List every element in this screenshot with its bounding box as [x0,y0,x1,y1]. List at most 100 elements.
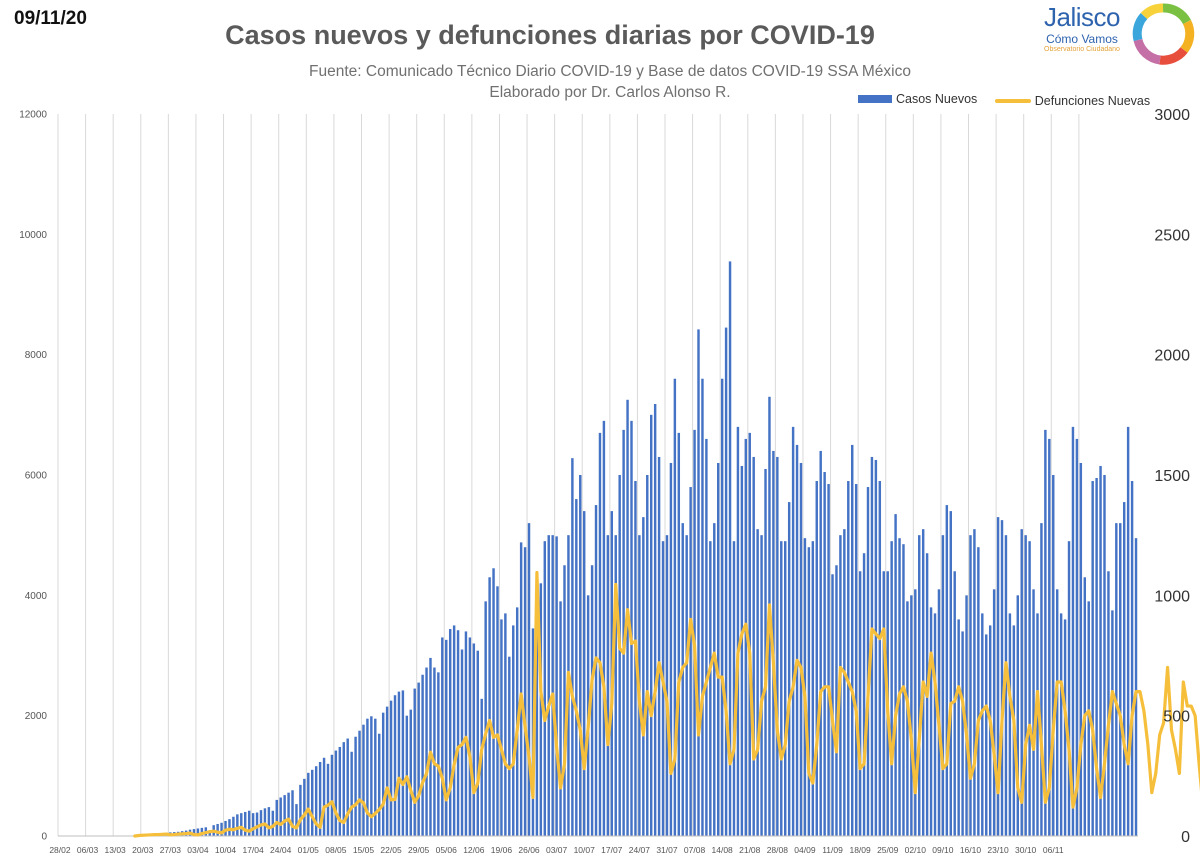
bar-casos-nuevos [417,682,420,836]
bar-casos-nuevos [224,820,227,836]
bar-casos-nuevos [488,577,491,836]
bar-casos-nuevos [720,378,724,836]
bar-casos-nuevos [1119,523,1122,836]
bar-casos-nuevos [673,378,677,836]
bar-casos-nuevos [1048,438,1051,836]
bar-casos-nuevos [247,810,251,836]
bar-casos-nuevos [492,568,495,836]
bar-casos-nuevos [965,595,968,836]
bar-casos-nuevos [338,746,342,836]
bar-casos-nuevos [1126,426,1130,836]
bar-casos-nuevos [346,738,349,836]
bar-casos-nuevos [701,378,704,836]
bar-casos-nuevos [910,595,913,836]
bar-casos-nuevos [295,804,298,836]
x-tick-label: 27/03 [160,845,182,855]
chart-legend: Casos Nuevos Defunciones Nuevas [858,92,1164,108]
bar-casos-nuevos [874,459,878,836]
bar-casos-nuevos [1016,595,1019,836]
bar-casos-nuevos [1000,520,1004,837]
bar-casos-nuevos [851,444,854,836]
bar-casos-nuevos [322,757,326,836]
y-right-tick-label: 1000 [1154,588,1190,605]
bar-casos-nuevos [1020,529,1023,836]
bar-casos-nuevos [543,541,547,836]
x-tick-label: 24/07 [629,845,651,855]
x-tick-label: 23/10 [987,845,1009,855]
bar-casos-nuevos [933,613,937,836]
bar-casos-nuevos [929,607,933,836]
bar-casos-nuevos [433,667,436,836]
bar-casos-nuevos [831,574,834,836]
bar-casos-nuevos [1099,465,1102,836]
bar-casos-nuevos [476,650,479,836]
bar-casos-nuevos [251,813,255,836]
bar-casos-nuevos [425,667,428,836]
bar-casos-nuevos [263,808,267,836]
bar-casos-nuevos [437,672,440,836]
bar-casos-nuevos [303,778,306,836]
bar-casos-nuevos [878,481,882,836]
bar-casos-nuevos [551,535,554,836]
bar-casos-nuevos [858,571,862,836]
bar-casos-nuevos [350,751,353,836]
x-tick-label: 08/05 [325,845,347,855]
bar-casos-nuevos [255,812,259,836]
x-tick-label: 28/02 [49,845,71,855]
bar-casos-nuevos [385,706,389,836]
y-left-tick-label: 10000 [19,230,47,241]
bar-casos-nuevos [413,688,416,836]
bar-casos-nuevos [665,535,669,836]
bar-casos-nuevos [590,565,594,836]
x-tick-label: 03/04 [187,845,209,855]
x-tick-label: 06/11 [1043,845,1064,855]
bar-casos-nuevos [898,538,901,836]
bar-casos-nuevos [559,601,562,836]
bar-casos-nuevos [318,762,322,836]
bar-casos-nuevos [827,484,830,836]
bar-casos-nuevos [957,619,960,836]
bar-casos-nuevos [760,535,763,836]
x-tick-label: 05/06 [436,845,458,855]
chart-title: Casos nuevos y defunciones diarias por C… [225,20,875,50]
bar-casos-nuevos [693,429,696,837]
bar-casos-nuevos [393,695,397,836]
bar-casos-nuevos [512,625,515,836]
y-left-tick-label: 6000 [25,471,48,482]
bar-casos-nuevos [452,625,456,836]
bar-casos-nuevos [334,750,338,836]
y-right-tick-label: 2500 [1154,227,1190,244]
bar-casos-nuevos [630,420,633,836]
bar-casos-nuevos [894,514,897,836]
x-tick-label: 04/09 [794,845,816,855]
bar-casos-nuevos [468,637,472,836]
bar-casos-nuevos [709,541,712,836]
bar-casos-nuevos [480,698,483,836]
x-tick-label: 25/09 [877,845,899,855]
bar-casos-nuevos [1008,613,1012,836]
bar-casos-nuevos [606,535,610,836]
bar-casos-nuevos [717,462,720,836]
bar-casos-nuevos [914,589,917,836]
bar-casos-nuevos [378,733,381,836]
bar-casos-nuevos [649,414,653,836]
bar-casos-nuevos [823,471,826,836]
legend-item-casos: Casos Nuevos [858,92,977,106]
bar-casos-nuevos [1044,429,1047,837]
bar-casos-nuevos [906,601,909,836]
bar-casos-nuevos [996,517,1000,836]
logo-text-observatorio: Observatorio Ciudadano [1044,46,1120,53]
bar-casos-nuevos [563,565,566,836]
bar-casos-nuevos [1083,577,1087,836]
x-tick-label: 21/08 [739,845,761,855]
bar-casos-nuevos [547,535,550,836]
bar-casos-nuevos [358,730,361,836]
bar-casos-nuevos [1028,541,1031,836]
bar-casos-nuevos [523,547,527,836]
bar-casos-nuevos [299,784,302,836]
logo-text-como-vamos: Cómo Vamos [1046,32,1118,46]
bar-casos-nuevos [862,553,866,836]
y-left-tick-label: 4000 [25,591,48,602]
bar-casos-nuevos [646,475,649,836]
bar-casos-nuevos [713,523,716,836]
